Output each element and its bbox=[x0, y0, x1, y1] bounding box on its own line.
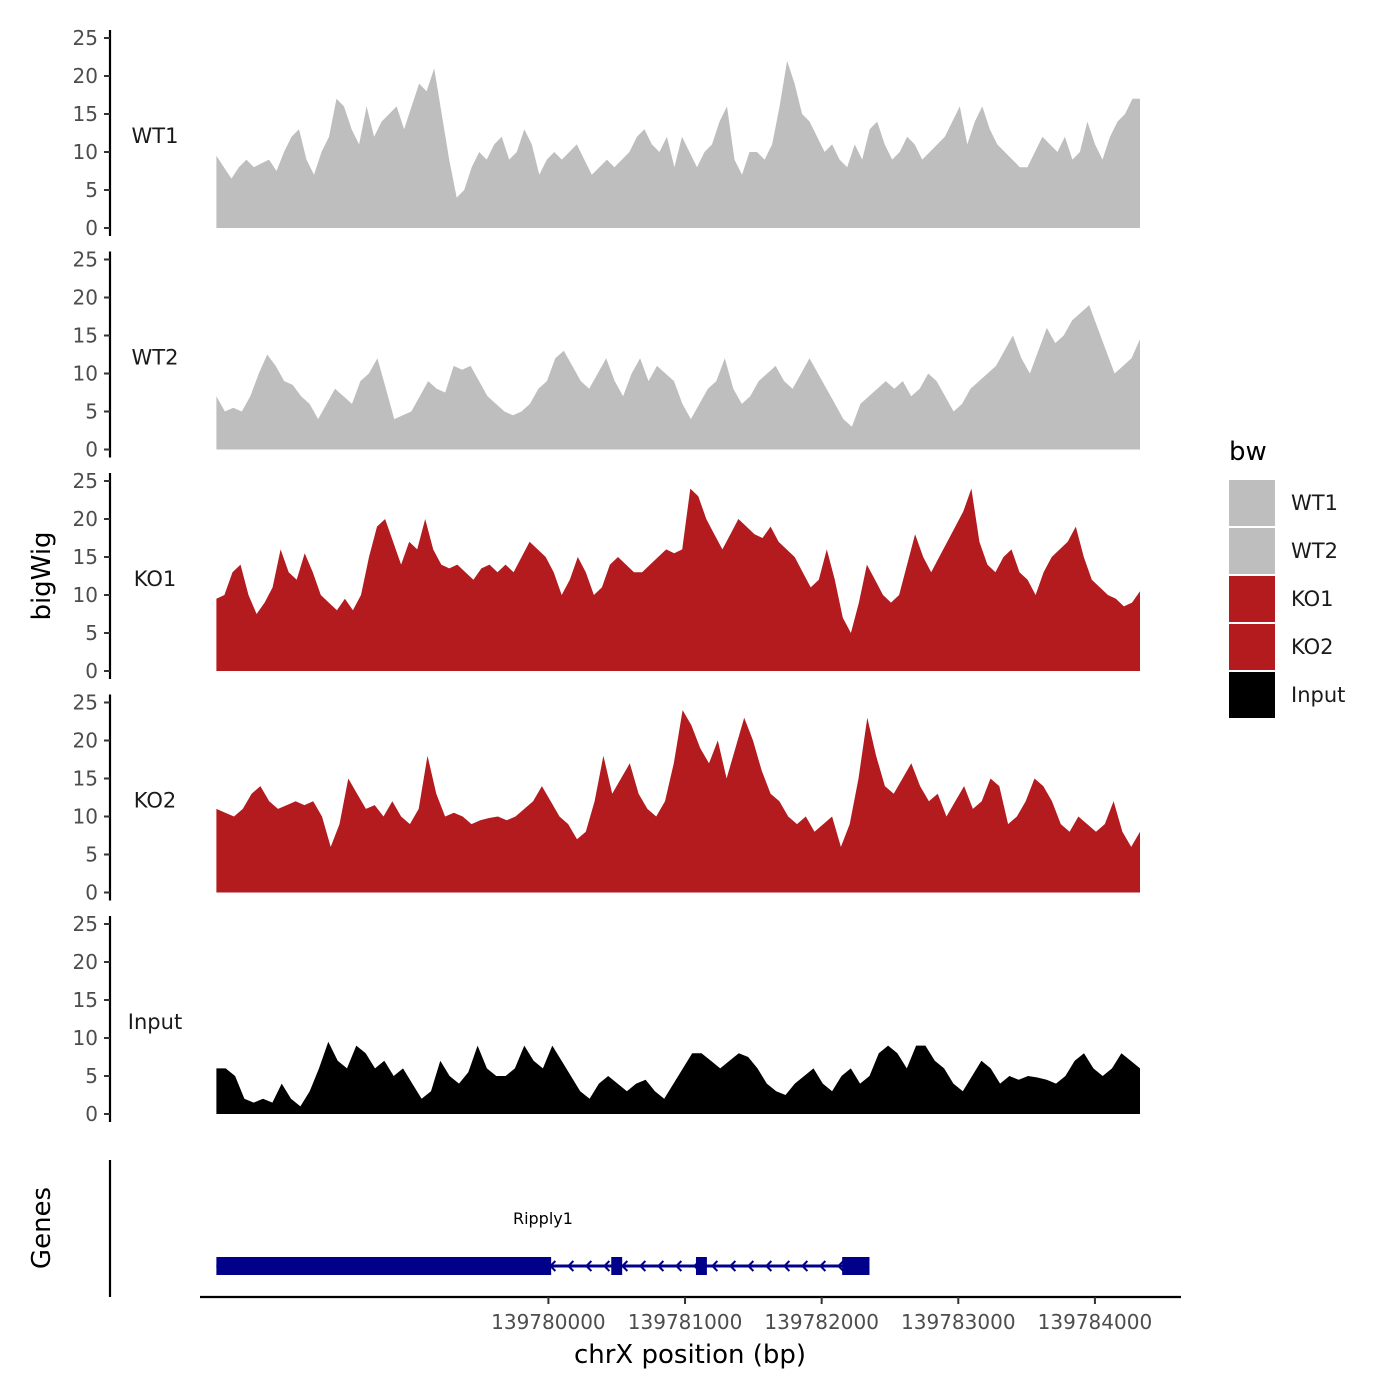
legend-key-wt1 bbox=[1229, 480, 1275, 526]
strand-arrow bbox=[656, 1260, 665, 1272]
area-ko1 bbox=[216, 488, 1140, 671]
y-tick-label: 25 bbox=[73, 248, 98, 272]
x-tick-label: 139780000 bbox=[491, 1310, 606, 1334]
x-tick-label: 139782000 bbox=[764, 1310, 879, 1334]
genes-panel-title: Genes bbox=[27, 1187, 57, 1269]
y-tick-label: 10 bbox=[73, 1026, 98, 1050]
legend-key-wt2 bbox=[1229, 528, 1275, 574]
y-tick-label: 10 bbox=[73, 805, 98, 829]
y-tick-label: 25 bbox=[73, 912, 98, 936]
strand-arrow bbox=[818, 1260, 827, 1272]
y-tick-label: 20 bbox=[73, 64, 98, 88]
strand-arrow bbox=[566, 1260, 575, 1272]
area-ko2 bbox=[216, 710, 1140, 893]
x-axis-title: chrX position (bp) bbox=[574, 1340, 806, 1370]
y-tick-label: 0 bbox=[85, 881, 98, 905]
legend-title: bw bbox=[1229, 437, 1267, 467]
legend-key-ko1 bbox=[1229, 576, 1275, 622]
legend-label-ko2: KO2 bbox=[1291, 635, 1334, 659]
legend-label-wt1: WT1 bbox=[1291, 491, 1338, 515]
area-input bbox=[216, 1041, 1140, 1114]
strand-arrow bbox=[800, 1260, 809, 1272]
y-tick-label: 10 bbox=[73, 362, 98, 386]
y-tick-label: 0 bbox=[85, 216, 98, 240]
signal-tracks: 0510152025WT10510152025WT20510152025KO10… bbox=[73, 26, 1140, 1126]
y-tick-label: 25 bbox=[73, 691, 98, 715]
legend-key-input bbox=[1229, 672, 1275, 718]
y-tick-label: 20 bbox=[73, 507, 98, 531]
gene-exon bbox=[216, 1257, 552, 1275]
strand-arrow bbox=[602, 1260, 611, 1272]
strand-arrow bbox=[620, 1260, 629, 1272]
strand-arrow bbox=[638, 1260, 647, 1272]
track-wt1: 0 5 10 15 20 25 WT1 bbox=[73, 26, 1140, 240]
y-tick-label: 15 bbox=[73, 988, 98, 1012]
y-tick-label: 20 bbox=[73, 286, 98, 310]
track-ko1: 0 5 10 15 20 25 KO1 bbox=[73, 469, 1140, 683]
strand-arrow bbox=[710, 1260, 719, 1272]
x-tick-label: 139781000 bbox=[628, 1310, 743, 1334]
y-tick-label: 15 bbox=[73, 545, 98, 569]
strand-arrow bbox=[674, 1260, 683, 1272]
track-label: Input bbox=[128, 1010, 182, 1034]
gene-name-label: Ripply1 bbox=[513, 1209, 573, 1228]
y-tick-label: 5 bbox=[85, 621, 98, 645]
x-tick-label: 139784000 bbox=[1038, 1310, 1153, 1334]
y-tick-label: 15 bbox=[73, 767, 98, 791]
y-tick-label: 15 bbox=[73, 102, 98, 126]
gene-exon bbox=[842, 1257, 870, 1275]
strand-arrow bbox=[746, 1260, 755, 1272]
y-tick-label: 5 bbox=[85, 178, 98, 202]
strand-arrow bbox=[764, 1260, 773, 1272]
gene-panel: Ripply1 bbox=[108, 1160, 870, 1297]
track-label: KO2 bbox=[134, 789, 177, 813]
track-label: WT2 bbox=[132, 346, 179, 370]
x-axis: 139780000 139781000 139782000 139783000 1397… bbox=[200, 1295, 1181, 1334]
y-tick-label: 0 bbox=[85, 438, 98, 462]
legend-label-ko1: KO1 bbox=[1291, 587, 1334, 611]
y-tick-label: 20 bbox=[73, 729, 98, 753]
y-tick-label: 10 bbox=[73, 140, 98, 164]
strand-arrow bbox=[782, 1260, 791, 1272]
strand-arrow bbox=[584, 1260, 593, 1272]
strand-arrow bbox=[836, 1260, 845, 1272]
track-input: 0 5 10 15 20 25 Input bbox=[73, 912, 1140, 1126]
legend-label-input: Input bbox=[1291, 683, 1345, 707]
track-label: KO1 bbox=[134, 567, 177, 591]
gene-exon bbox=[611, 1257, 623, 1275]
y-tick-label: 15 bbox=[73, 324, 98, 348]
y-tick-label: 20 bbox=[73, 950, 98, 974]
legend-label-wt2: WT2 bbox=[1291, 539, 1338, 563]
legend: bw WT1 WT2 KO1 KO2 Input bbox=[1229, 437, 1345, 718]
y-tick-label: 0 bbox=[85, 659, 98, 683]
y-tick-label: 25 bbox=[73, 469, 98, 493]
y-tick-label: 5 bbox=[85, 843, 98, 867]
y-tick-label: 5 bbox=[85, 1064, 98, 1088]
y-tick-label: 25 bbox=[73, 26, 98, 50]
strand-arrow bbox=[728, 1260, 737, 1272]
track-wt2: 0 5 10 15 20 25 WT2 bbox=[73, 248, 1140, 462]
legend-key-ko2 bbox=[1229, 624, 1275, 670]
track-label: WT1 bbox=[132, 124, 179, 148]
y-tick-label: 10 bbox=[73, 583, 98, 607]
y-tick-label: 5 bbox=[85, 400, 98, 424]
track-ko2: 0 5 10 15 20 25 KO2 bbox=[73, 691, 1140, 905]
y-axis-title: bigWig bbox=[27, 531, 57, 620]
area-wt1 bbox=[216, 60, 1140, 228]
y-tick-label: 0 bbox=[85, 1102, 98, 1126]
x-tick-label: 139783000 bbox=[901, 1310, 1016, 1334]
area-wt2 bbox=[216, 305, 1140, 450]
gene-exon bbox=[695, 1257, 707, 1275]
